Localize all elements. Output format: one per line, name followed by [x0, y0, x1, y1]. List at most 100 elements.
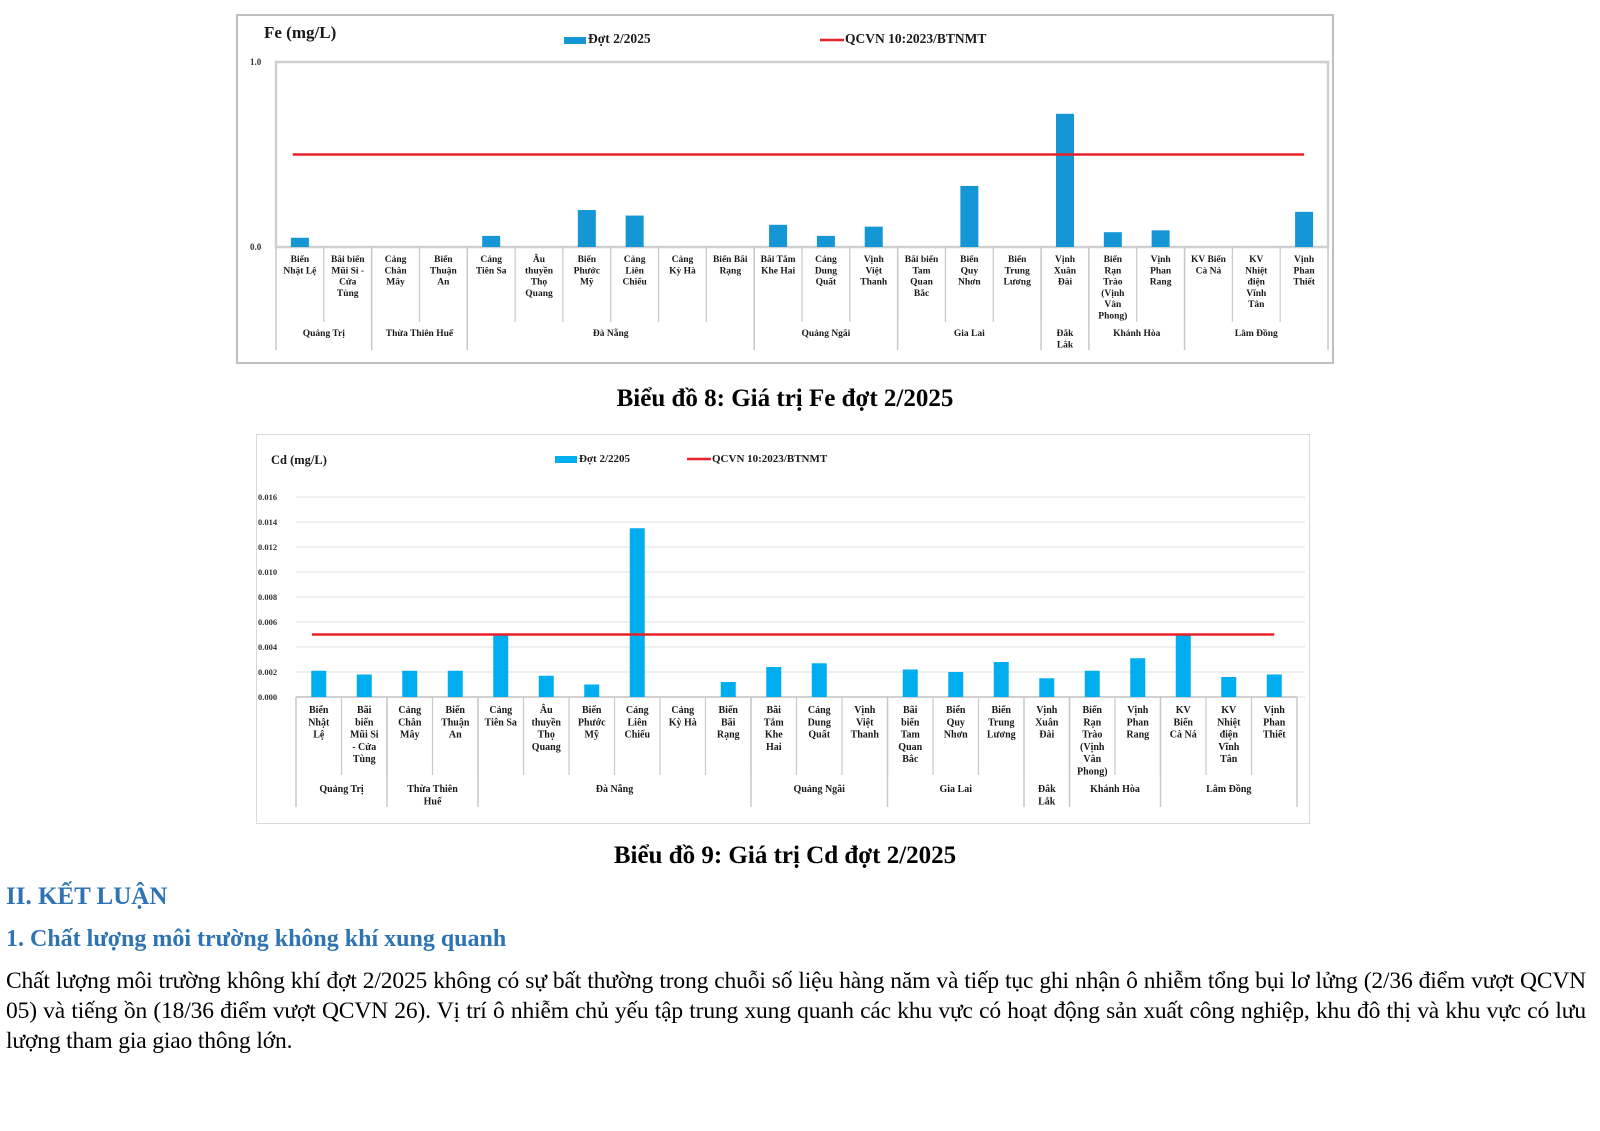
- bar: [811, 663, 827, 697]
- x-category-label: Bãi: [721, 717, 736, 728]
- x-group-label: Quảng Ngãi: [794, 784, 846, 795]
- bar: [1103, 232, 1122, 247]
- x-category-label: Vịnh: [864, 255, 885, 265]
- x-category-label: Nhật: [308, 717, 330, 728]
- subsection-heading: 1. Chất lượng môi trường không khí xung …: [6, 926, 507, 952]
- fe-chart-svg: Fe (mg/L) Đợt 2/2025 QCVN 10:2023/BTNMT 0.0…: [250, 23, 1330, 350]
- x-category-label: Bãi biển: [331, 254, 365, 265]
- x-category-label: Vịnh: [1264, 705, 1286, 716]
- x-category-label: Tiên Sa: [485, 717, 517, 728]
- bar: [482, 235, 501, 247]
- x-category-label: Rang: [1126, 730, 1149, 741]
- cd-chart-svg: Cd (mg/L) Đợt 2/2205 QCVN 10:2023/BTNMT 0.0…: [258, 453, 1305, 807]
- x-category-label: Biển: [309, 705, 329, 716]
- x-category-label: Phước: [574, 266, 600, 276]
- x-category-label: Liên: [628, 717, 648, 728]
- x-group-label: Huế: [424, 796, 442, 807]
- x-category-label: Lương: [987, 730, 1016, 741]
- x-group-label: Quảng Trị: [303, 329, 346, 339]
- x-category-label: Nhiệt: [1217, 717, 1241, 728]
- bar: [1221, 677, 1237, 697]
- x-category-label: Vịnh: [854, 705, 876, 716]
- x-category-label: Thuận: [430, 266, 458, 276]
- x-category-label: Chiểu: [624, 730, 650, 741]
- y-tick-label: 0.0: [250, 242, 262, 252]
- x-category-label: Biển: [434, 254, 453, 265]
- x-category-label: Biển Bãi: [713, 254, 748, 265]
- x-category-label: biển: [355, 717, 374, 728]
- x-category-label: Mũi Si: [350, 730, 379, 741]
- bar: [948, 672, 964, 697]
- x-category-label: Cà Ná: [1196, 266, 1222, 276]
- x-category-label: Thuận: [441, 717, 470, 728]
- x-category-label: Mỹ: [580, 278, 594, 288]
- x-category-label: Vịnh: [1055, 255, 1076, 265]
- x-category-label: Cảng: [398, 705, 421, 716]
- x-group-label: Thừa Thiên: [407, 784, 458, 795]
- x-category-label: Cửa: [339, 278, 357, 288]
- y-tick-label: 0.002: [258, 667, 277, 677]
- x-category-label: biển: [901, 717, 920, 728]
- x-category-label: Thanh: [851, 730, 880, 741]
- x-category-label: Khe: [765, 730, 783, 741]
- x-category-label: Biển: [582, 705, 602, 716]
- legend-bar-swatch: [555, 456, 577, 463]
- bar: [625, 215, 644, 247]
- bar: [356, 674, 372, 697]
- x-category-label: Việt: [856, 717, 874, 728]
- x-group-label: Gia Lai: [939, 784, 972, 795]
- x-category-label: Vịnh: [1294, 255, 1315, 265]
- bar: [1039, 678, 1055, 697]
- x-category-label: Tân: [1220, 754, 1238, 765]
- x-category-label: Kỳ Hà: [669, 717, 697, 728]
- x-group-label: Khánh Hòa: [1113, 329, 1161, 339]
- legend-line-label: QCVN 10:2023/BTNMT: [712, 453, 828, 465]
- x-category-label: Trào: [1103, 278, 1123, 288]
- x-category-label: Rạn: [1083, 717, 1101, 728]
- y-tick-label: 0.016: [258, 492, 277, 502]
- x-category-label: Trung: [1005, 266, 1030, 276]
- x-category-label: Nhiệt: [1245, 266, 1268, 276]
- y-axis-title: Cd (mg/L): [271, 453, 327, 467]
- x-category-label: Dung: [815, 266, 837, 276]
- section-heading: II. KẾT LUẬN: [6, 883, 168, 910]
- y-tick-label: 1.0: [250, 57, 262, 67]
- x-category-label: Quan: [910, 278, 933, 288]
- x-category-label: Cảng: [489, 705, 512, 716]
- bar: [584, 684, 600, 697]
- x-category-label: Mỹ: [585, 730, 599, 741]
- x-category-label: Quan: [898, 742, 922, 753]
- x-category-label: Biển: [946, 705, 966, 716]
- x-category-label: Phan: [1127, 717, 1150, 728]
- bar: [720, 682, 736, 697]
- x-category-label: Xuân: [1054, 266, 1077, 276]
- x-category-label: - Cửa: [352, 742, 376, 753]
- x-group-label: Đà Nẵng: [593, 328, 629, 339]
- x-category-label: Quang: [525, 289, 553, 299]
- x-category-label: Thanh: [860, 278, 888, 288]
- x-category-label: Vịnh: [1151, 255, 1172, 265]
- x-category-label: Dung: [808, 717, 831, 728]
- x-category-label: Biển: [992, 705, 1012, 716]
- x-category-label: Quy: [947, 717, 965, 728]
- x-category-label: Phan: [1294, 266, 1316, 276]
- x-category-label: Tùng: [353, 754, 376, 765]
- bar: [993, 662, 1009, 697]
- x-category-label: Vân: [1083, 754, 1101, 765]
- x-category-label: Thiết: [1263, 730, 1286, 741]
- x-category-label: Tam: [901, 730, 921, 741]
- bar: [864, 226, 883, 247]
- legend-line-label: QCVN 10:2023/BTNMT: [845, 31, 986, 46]
- x-category-label: An: [437, 278, 450, 288]
- x-category-label: Thiết: [1293, 277, 1315, 288]
- bar: [538, 675, 554, 697]
- x-category-label: KV: [1249, 255, 1263, 265]
- x-category-label: (Vịnh: [1080, 742, 1105, 753]
- bar: [816, 235, 835, 247]
- x-group-label: Đà Nẵng: [596, 784, 634, 795]
- bar: [1295, 211, 1314, 247]
- x-category-label: Nhật Lệ: [283, 266, 316, 276]
- x-category-label: Biển: [1083, 705, 1103, 716]
- x-category-label: Xuân: [1035, 717, 1059, 728]
- x-category-label: Cảng: [626, 705, 649, 716]
